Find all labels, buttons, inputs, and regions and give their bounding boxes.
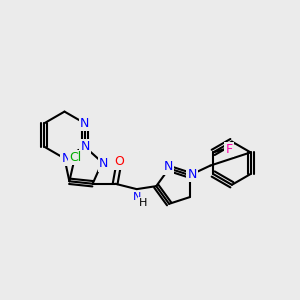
Text: Cl: Cl xyxy=(69,151,82,164)
Text: O: O xyxy=(115,155,124,168)
Text: N: N xyxy=(164,160,173,173)
Text: N: N xyxy=(188,168,197,181)
Text: N: N xyxy=(61,152,71,165)
Text: N: N xyxy=(80,117,89,130)
Text: H: H xyxy=(139,198,148,208)
Text: N: N xyxy=(133,192,142,202)
Text: N: N xyxy=(81,140,90,153)
Text: N: N xyxy=(99,158,108,170)
Text: F: F xyxy=(226,143,232,156)
